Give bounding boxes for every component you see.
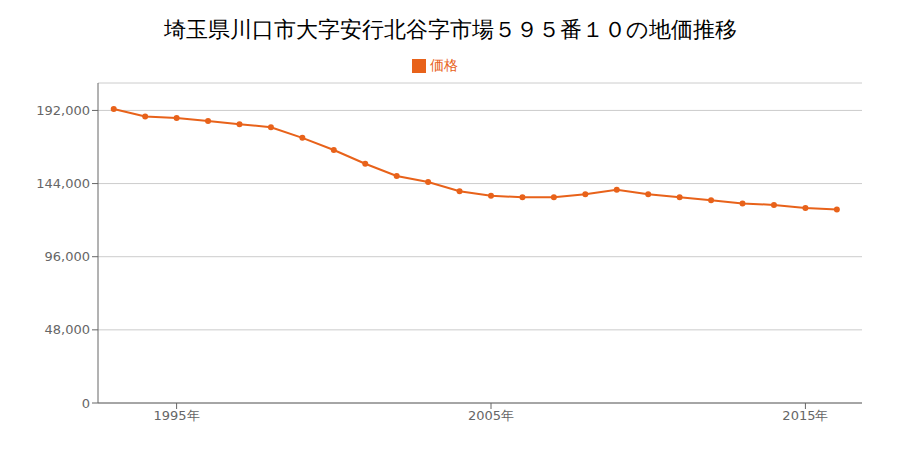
svg-text:48,000: 48,000 — [45, 322, 91, 337]
html-text:埼玉県川口市大字安行北谷字市場５９５番１０の地価推移: 埼玉県川口市大字安行北谷字市場５９５番１０の地価推移 — [163, 17, 737, 42]
svg-text:0: 0 — [82, 396, 90, 411]
svg-text:192,000: 192,000 — [36, 103, 90, 118]
svg-text:96,000: 96,000 — [45, 249, 91, 264]
svg-text:2015年: 2015年 — [782, 408, 828, 423]
svg-text:144,000: 144,000 — [36, 176, 90, 191]
html-text:価格: 価格 — [430, 57, 458, 73]
svg-text:2005年: 2005年 — [468, 408, 514, 423]
svg-text:1995年: 1995年 — [154, 408, 200, 423]
